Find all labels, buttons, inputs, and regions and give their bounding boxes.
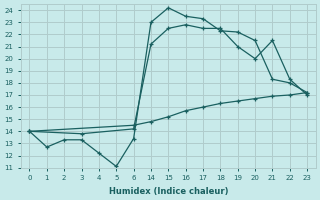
X-axis label: Humidex (Indice chaleur): Humidex (Indice chaleur) <box>108 187 228 196</box>
